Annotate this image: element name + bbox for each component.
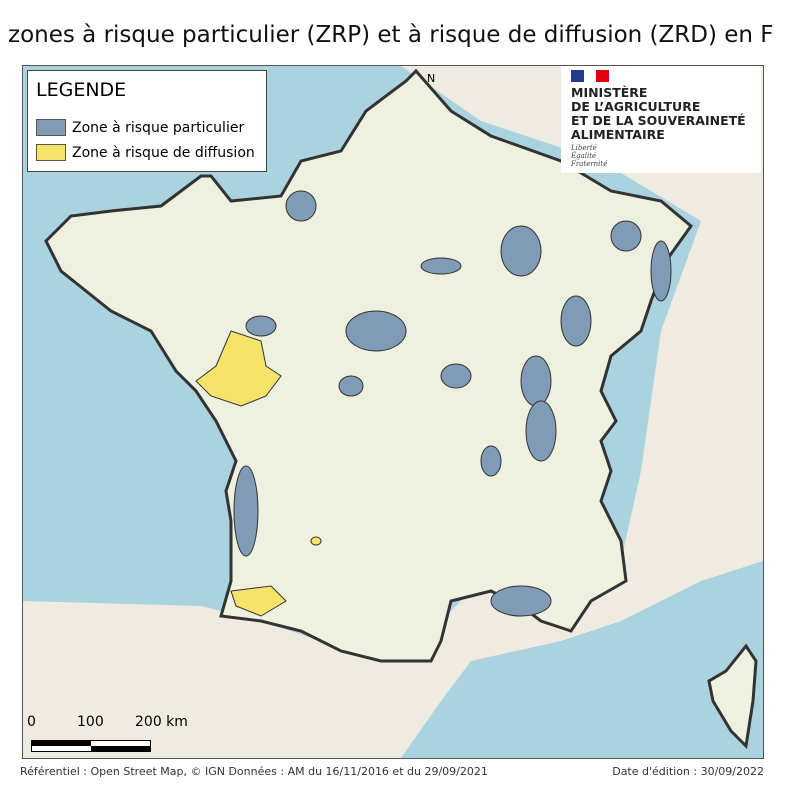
edition-date: Date d'édition : 30/09/2022 xyxy=(612,765,764,778)
map-frame[interactable]: LEGENDE Zone à risque particulier Zone à… xyxy=(22,65,764,759)
french-flag-icon xyxy=(571,70,610,82)
motto: Liberté Égalité Fraternité xyxy=(571,144,608,168)
scale-bar xyxy=(31,740,151,752)
source-credit: Référentiel : Open Street Map, © IGN Don… xyxy=(20,765,488,778)
ministry-logo: MINISTÈRE DE L’AGRICULTURE ET DE LA SOUVER… xyxy=(561,66,761,173)
north-arrow: N xyxy=(427,72,436,85)
zrd-swatch xyxy=(36,144,66,161)
legend-label: Zone à risque particulier xyxy=(72,119,245,136)
legend-heading: LEGENDE xyxy=(36,79,127,101)
corsica xyxy=(707,643,758,750)
legend: LEGENDE Zone à risque particulier Zone à… xyxy=(27,70,267,172)
map-title: zones à risque particulier (ZRP) et à ri… xyxy=(8,22,774,48)
zrp-swatch xyxy=(36,119,66,136)
legend-item-zrp: Zone à risque particulier xyxy=(36,119,244,136)
zrd-zones xyxy=(195,330,322,617)
zrp-zones xyxy=(233,190,672,617)
ministry-name: MINISTÈRE DE L’AGRICULTURE ET DE LA SOUVER… xyxy=(571,85,746,142)
legend-label: Zone à risque de diffusion xyxy=(72,144,255,161)
france-mainland xyxy=(44,68,694,663)
legend-item-zrd: Zone à risque de diffusion xyxy=(36,144,255,161)
